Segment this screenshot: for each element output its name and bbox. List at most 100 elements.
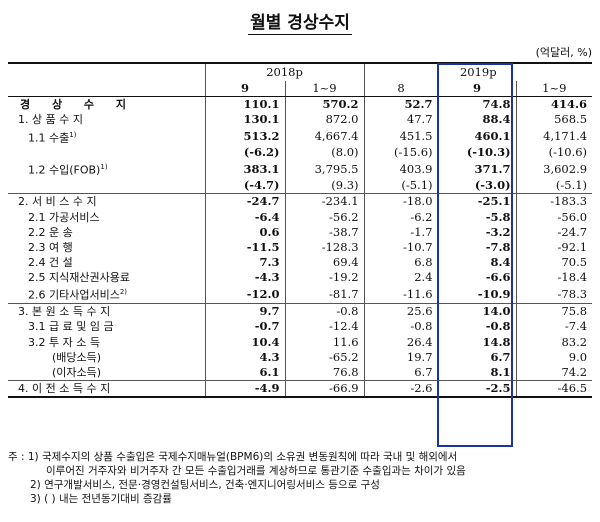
cell-value: -1.7 <box>363 224 439 240</box>
footnote-line: 이루어진 거주자와 비거주자 간 모든 수출입거래를 계상하므로 통관기준 수출… <box>46 465 466 477</box>
footnote-line: 3) ( ) 내는 전년동기대비 증감률 <box>30 493 172 505</box>
cell-value: 75.8 <box>515 303 593 320</box>
table-row: 2.6 기타사업서비스2) -12.0 -81.7 -11.6 -10.9 -78.3 <box>8 285 593 304</box>
cell-value: 74.8 <box>437 96 517 113</box>
cell-value: -0.8 <box>363 319 439 335</box>
cell-value: 0.6 <box>204 224 285 240</box>
row-label: 2.6 기타사업서비스2) <box>28 288 128 303</box>
cell-value: -4.3 <box>204 270 285 286</box>
table-row: 2.1 가공서비스 -6.4 -56.2 -6.2 -5.8 -56.0 <box>8 209 593 225</box>
cell-value: 3,795.5 <box>284 160 365 179</box>
table-row: 3. 본 원 소 득 수 지 9.7 -0.8 25.6 14.0 75.8 <box>8 303 593 320</box>
cell-value: (-4.7) <box>204 178 285 194</box>
table-row: (배당소득) 4.3 -65.2 19.7 6.7 9.0 <box>8 349 593 365</box>
table-row: 경 상 수 지 110.1 570.2 52.7 74.8 414.6 <box>8 96 593 113</box>
cell-value: -46.5 <box>515 379 593 399</box>
cell-value: -92.1 <box>515 239 593 255</box>
cell-value: 88.4 <box>437 112 517 128</box>
row-label: 3.1 급 료 및 임 금 <box>28 320 114 334</box>
cell-value: -6.4 <box>204 209 285 225</box>
cell-value: 7.3 <box>204 255 285 271</box>
cell-value: -7.4 <box>515 319 593 335</box>
cell-value: -24.7 <box>204 193 285 210</box>
cell-value: -65.2 <box>284 349 365 365</box>
cell-value: -0.8 <box>284 303 365 320</box>
row-label: 2.2 운 송 <box>28 225 73 239</box>
table-row: (-4.7) (9.3) (-5.1) (-3.0) (-5.1) <box>8 178 593 194</box>
row-label: 1.1 수출1) <box>28 130 77 145</box>
page-title: 월별 경상수지 <box>248 13 352 35</box>
cell-value: -12.0 <box>204 285 285 304</box>
cell-value: 6.7 <box>437 349 517 365</box>
cell-value: 570.2 <box>284 96 365 113</box>
cell-value: 8.4 <box>437 255 517 271</box>
cell-value: (9.3) <box>284 178 365 194</box>
row-label: 2. 서 비 스 수 지 <box>8 193 205 210</box>
cell-value: 14.0 <box>437 303 517 320</box>
cell-value: -24.7 <box>515 224 593 240</box>
cell-value: 11.6 <box>284 334 365 350</box>
table-row: (이자소득) 6.1 76.8 6.7 8.1 74.2 <box>8 364 593 381</box>
cell-value: (-6.2) <box>204 145 285 161</box>
row-label: 3.2 투 자 소 득 <box>28 335 100 349</box>
cell-value: -4.9 <box>204 379 285 399</box>
cell-value: 4,667.4 <box>284 127 365 146</box>
footnote-line: 2) 연구개발서비스, 전문·경영컨설팅서비스, 건축·엔지니어링서비스 등으로… <box>30 479 380 491</box>
cell-value: (-3.0) <box>437 178 517 194</box>
cell-value: 69.4 <box>284 255 365 271</box>
cell-value: (-10.6) <box>515 145 593 161</box>
row-label: 2.3 여 행 <box>28 240 73 254</box>
cell-value: -78.3 <box>515 285 593 304</box>
cell-value: 74.2 <box>515 364 593 381</box>
cell-value: 9.0 <box>515 349 593 365</box>
cell-value: (-15.6) <box>363 145 439 161</box>
row-label: 1.2 수입(FOB)1) <box>28 163 108 178</box>
cell-value: 414.6 <box>515 96 593 113</box>
cell-value: 383.1 <box>204 160 285 179</box>
cell-value: (-5.1) <box>363 178 439 194</box>
header-blank <box>8 62 205 81</box>
cell-value: 4,171.4 <box>515 127 593 146</box>
footnotes: 주 : 1) 국제수지의 상품 수출입은 국제수지매뉴얼(BPM6)의 소유권 … <box>8 450 598 506</box>
cell-value: -128.3 <box>284 239 365 255</box>
cell-value: 460.1 <box>437 127 517 146</box>
cell-value: 83.2 <box>515 334 593 350</box>
cell-value: -6.2 <box>363 209 439 225</box>
cell-value: -38.7 <box>284 224 365 240</box>
cell-value: -6.6 <box>437 270 517 286</box>
cell-value: 110.1 <box>204 96 285 113</box>
row-label: 4. 이 전 소 득 수 지 <box>8 379 205 399</box>
cell-value: -10.9 <box>437 285 517 304</box>
row-label: 2.4 건 설 <box>28 256 73 270</box>
cell-value: -81.7 <box>284 285 365 304</box>
cell-value: 47.7 <box>363 112 439 128</box>
current-account-table: 2018p 2019p 9 1~9 8 9 1~9 경 상 수 지 110.1 57… <box>8 62 593 399</box>
header-blank-2 <box>8 81 205 98</box>
cell-value: -2.5 <box>437 379 517 399</box>
cell-value: 130.1 <box>204 112 285 128</box>
table-row: 2.2 운 송 0.6 -38.7 -1.7 -3.2 -24.7 <box>8 224 593 240</box>
col-header: 9 <box>204 81 285 98</box>
cell-value: -0.8 <box>437 319 517 335</box>
cell-value: 513.2 <box>204 127 285 146</box>
cell-value: -56.2 <box>284 209 365 225</box>
cell-value: -12.4 <box>284 319 365 335</box>
cell-value: 19.7 <box>363 349 439 365</box>
cell-value: -66.9 <box>284 379 365 399</box>
cell-value: 2.4 <box>363 270 439 286</box>
cell-value: 6.8 <box>363 255 439 271</box>
cell-value: -18.4 <box>515 270 593 286</box>
cell-value: 26.4 <box>363 334 439 350</box>
table-row: 2.5 지식재산권사용료 -4.3 -19.2 2.4 -6.6 -18.4 <box>8 270 593 286</box>
cell-value: 6.1 <box>204 364 285 381</box>
cell-value: -5.8 <box>437 209 517 225</box>
cell-value: -18.0 <box>363 193 439 210</box>
table-body: 경 상 수 지 110.1 570.2 52.7 74.8 414.6 1. 상 품 수 지… <box>8 96 593 399</box>
table-row: 1.1 수출1) 513.2 4,667.4 451.5 460.1 4,171.4 <box>8 127 593 146</box>
row-label: 2.1 가공서비스 <box>28 210 100 224</box>
row-label <box>8 145 205 160</box>
table-row: 3.1 급 료 및 임 금 -0.7 -12.4 -0.8 -0.8 -7.4 <box>8 319 593 335</box>
cell-value: -10.7 <box>363 239 439 255</box>
header-year-2018: 2018p <box>204 62 365 81</box>
cell-value: -7.8 <box>437 239 517 255</box>
